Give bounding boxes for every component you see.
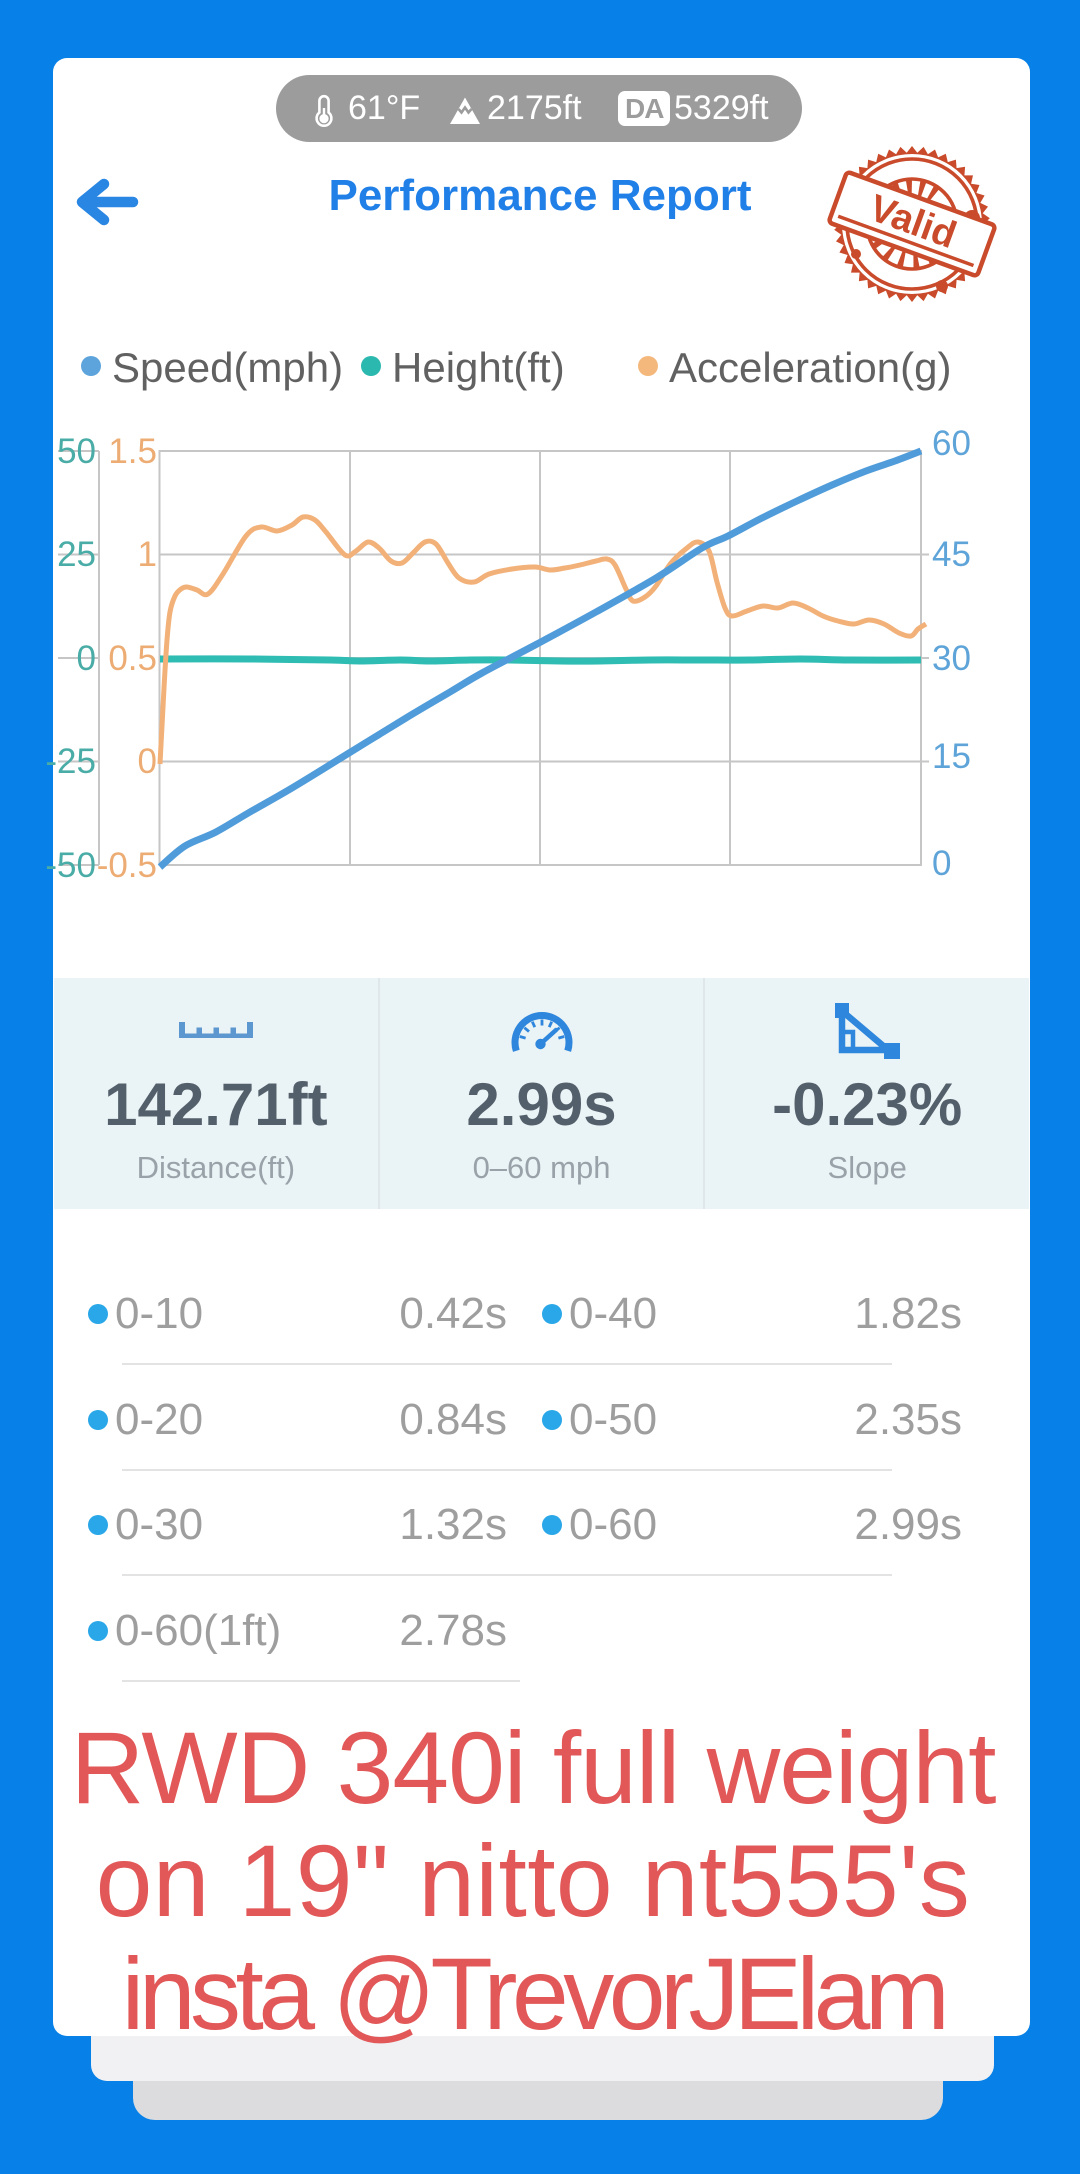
svg-text:0: 0 — [138, 742, 157, 781]
svg-text:-50: -50 — [45, 846, 96, 885]
svg-text:-25: -25 — [45, 742, 96, 781]
svg-text:0.5: 0.5 — [108, 639, 157, 678]
svg-text:1: 1 — [138, 535, 157, 574]
svg-text:30: 30 — [932, 639, 971, 678]
svg-text:50: 50 — [57, 432, 96, 471]
svg-text:60: 60 — [932, 424, 971, 463]
svg-text:1.5: 1.5 — [108, 432, 157, 471]
svg-text:-0.5: -0.5 — [97, 846, 157, 885]
svg-text:45: 45 — [932, 535, 971, 574]
svg-text:0: 0 — [77, 639, 96, 678]
svg-text:25: 25 — [57, 535, 96, 574]
svg-text:0: 0 — [932, 844, 951, 883]
svg-text:15: 15 — [932, 737, 971, 776]
